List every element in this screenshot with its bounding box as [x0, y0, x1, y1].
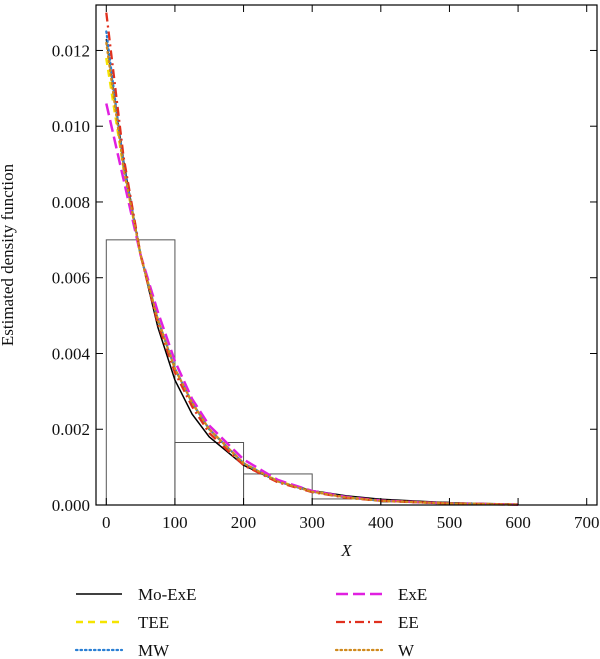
x-axis-title: X	[340, 541, 352, 560]
legend-label: MW	[138, 641, 170, 659]
legend-label: Mo-ExE	[138, 585, 197, 604]
legend-label: EE	[398, 613, 419, 632]
legend-label: TEE	[138, 613, 169, 632]
density-curves	[105, 12, 520, 506]
x-tick-label: 500	[437, 513, 463, 532]
histogram-bar	[105, 239, 176, 506]
axis-ticks: 0 100 200 300 400 500 600 700 0.000 0.002 0.004 0.0…	[52, 5, 600, 532]
x-tick-label: 600	[505, 513, 531, 532]
y-tick-label: 0.012	[52, 41, 90, 60]
y-tick-label: 0.004	[52, 344, 91, 363]
series-line-tee	[105, 57, 519, 506]
legend-label: ExE	[398, 585, 427, 604]
x-tick-label: 0	[102, 513, 111, 532]
y-tick-label: 0.002	[52, 420, 90, 439]
series-line-mo-exe	[105, 38, 519, 505]
y-tick-label: 0.008	[52, 193, 90, 212]
x-tick-label: 200	[231, 513, 257, 532]
histogram	[105, 239, 519, 506]
x-tick-label: 400	[368, 513, 394, 532]
y-tick-label: 0.010	[52, 117, 90, 136]
series-line-ee	[105, 12, 519, 506]
y-tick-label: 0.006	[52, 269, 90, 288]
legend-label: W	[398, 641, 415, 659]
series-line-w	[105, 41, 520, 506]
x-tick-label: 700	[574, 513, 600, 532]
series-line-exe	[105, 103, 519, 506]
plot-frame	[95, 4, 598, 506]
y-tick-label: 0.000	[52, 496, 90, 515]
series-line-mw	[105, 30, 520, 506]
x-tick-label: 100	[162, 513, 188, 532]
y-axis-title: Estimated density function	[0, 163, 17, 346]
legend: Mo-ExE TEE MW ExE EE W	[74, 585, 427, 659]
x-tick-label: 300	[299, 513, 325, 532]
